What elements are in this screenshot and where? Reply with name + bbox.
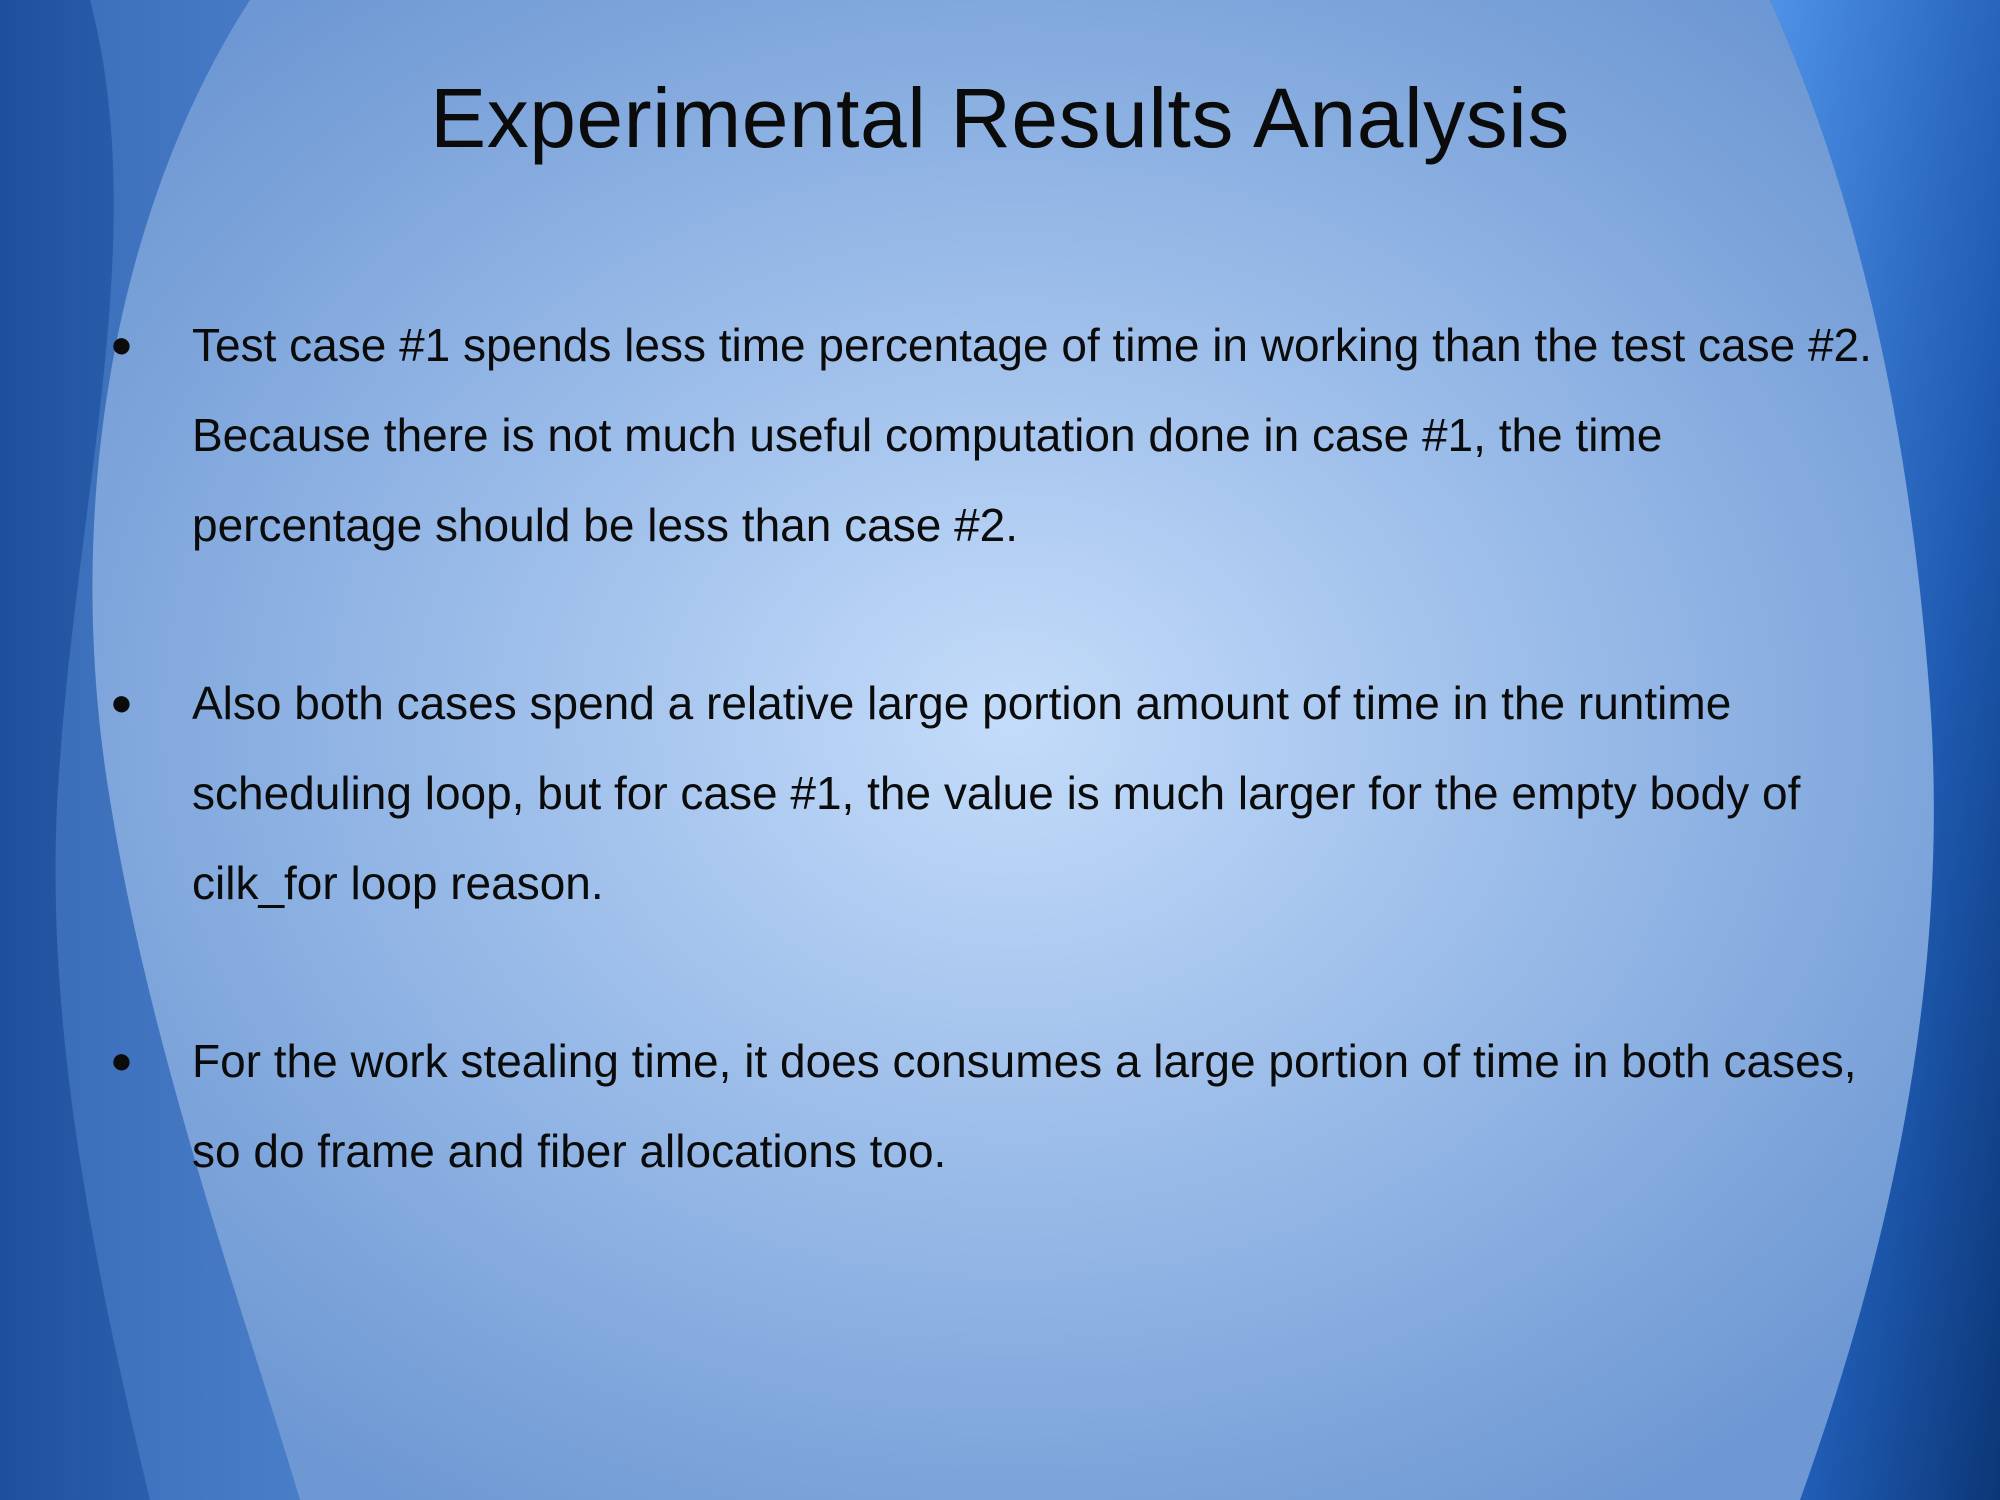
left-wave-band	[0, 0, 300, 1500]
bullet-item-1: ● Test case #1 spends less time percenta…	[110, 300, 1910, 570]
center-panel	[92, 0, 1934, 1500]
bullet-item-3: ● For the work stealing time, it does co…	[110, 1016, 1910, 1196]
bullet-text: Test case #1 spends less time percentage…	[192, 319, 1872, 551]
bullet-text: Also both cases spend a relative large p…	[192, 677, 1801, 909]
bullet-item-2: ● Also both cases spend a relative large…	[110, 658, 1910, 928]
bullet-text: For the work stealing time, it does cons…	[192, 1035, 1857, 1177]
right-wave-band	[1770, 0, 2000, 1500]
bullet-marker: ●	[110, 324, 133, 366]
bullet-marker: ●	[110, 682, 133, 724]
slide-title: Experimental Results Analysis	[430, 71, 1570, 165]
bullet-marker: ●	[110, 1040, 133, 1082]
